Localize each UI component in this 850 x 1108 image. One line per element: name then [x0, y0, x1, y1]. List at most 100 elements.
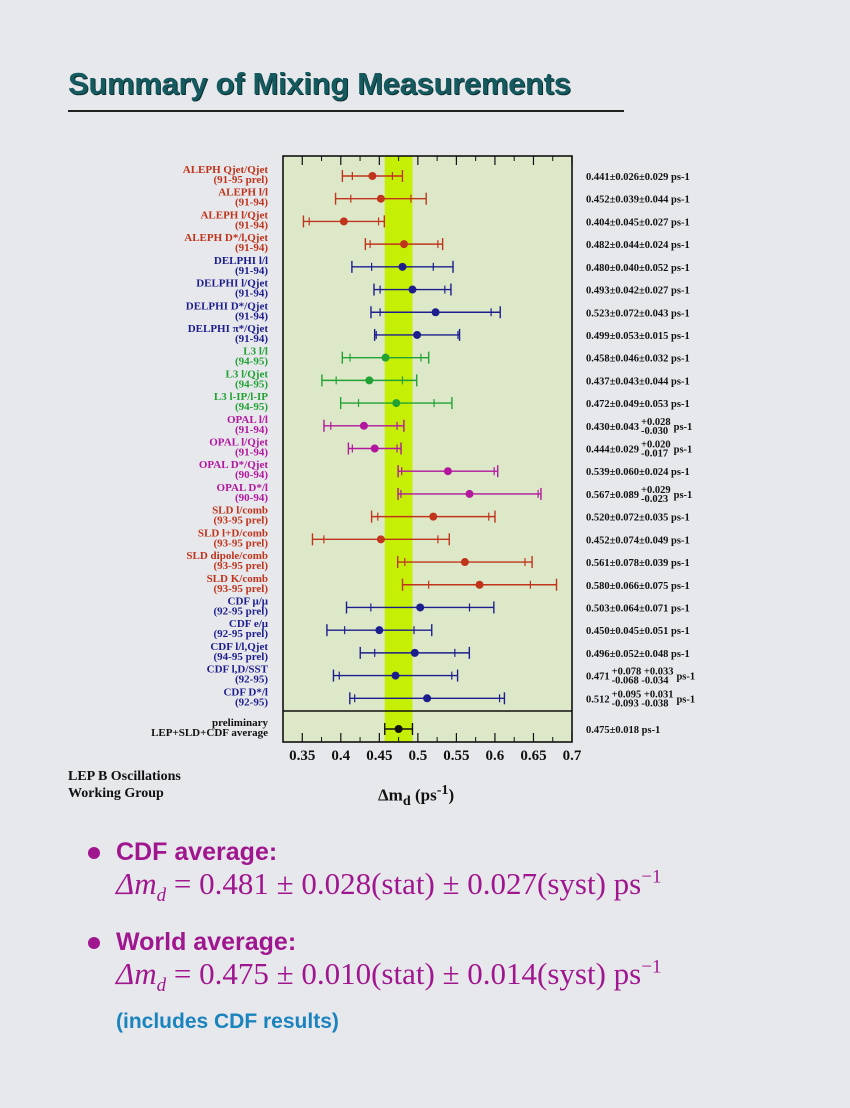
x-tick-label: 0.7 [563, 748, 582, 764]
measurement-period: (91-94) [235, 265, 268, 277]
measurement-label: CDF μ/μ [228, 595, 269, 607]
data-point [339, 217, 348, 226]
measurement-label: DELPHI π*/Qjet [188, 323, 269, 335]
measurement-value: 0.480±0.040±0.052 ps-1 [586, 263, 690, 274]
measurement-value-upper: +0.029 [641, 485, 671, 496]
x-axis-ticks: 0.35 0.4 0.45 0.5 0.55 0.6 0.65 0.7 [289, 156, 582, 764]
measurement-period: (91-94) [235, 197, 268, 209]
measurement-value-upper: +0.028 [641, 417, 671, 428]
measurement-value: 0.503±0.064±0.071 ps-1 [586, 603, 690, 614]
measurement-period: (93-95 prel) [214, 560, 269, 572]
data-point [376, 535, 385, 544]
measurement-period: (90-94) [235, 469, 268, 481]
x-tick-label: 0.5 [408, 748, 427, 764]
measurement-period: (92-95 prel) [214, 605, 269, 617]
data-point [423, 694, 432, 703]
x-tick-label: 0.6 [486, 748, 505, 764]
measurement-value: 0.444±0.029 [586, 445, 639, 456]
measurement-period: (93-95 prel) [214, 515, 269, 527]
measurement-period: (91-94) [235, 242, 268, 254]
measurement-period: (91-94) [235, 424, 268, 436]
measurement-value-unit: ps-1 [676, 672, 695, 683]
formula-rhs: = 0.475 ± 0.010(stat) ± 0.014(syst) ps [166, 956, 642, 991]
x-tick-label: 0.45 [366, 748, 392, 764]
measurement-value: 0.452±0.039±0.044 ps-1 [586, 195, 690, 206]
measurement-value-lower: -0.017 [641, 449, 668, 460]
data-point [431, 308, 440, 317]
formula-lhs: Δm [116, 866, 157, 901]
measurement-period: (91-94) [235, 447, 268, 459]
x-tick-label: 0.4 [331, 748, 350, 764]
plot-frame [282, 155, 573, 743]
measurement-value: 0.472±0.049±0.053 ps-1 [586, 399, 690, 410]
plot-background [283, 156, 572, 742]
measurement-label: DELPHI l/Qjet [196, 278, 268, 290]
data-point [392, 399, 401, 408]
measurement-marks [302, 170, 558, 735]
data-point [365, 376, 374, 385]
measurement-label: SLD l+D/comb [198, 527, 268, 539]
plot-border [282, 155, 573, 743]
measurement-period: (93-95 prel) [214, 537, 269, 549]
measurement-label: CDF e/μ [229, 618, 269, 630]
measurement-value: 0.471 [586, 672, 610, 683]
measurement-value: 0.475±0.018 ps-1 [586, 725, 660, 736]
formula-rhs: = 0.481 ± 0.028(stat) ± 0.027(syst) ps [166, 866, 642, 901]
group-credit-line-1: LEP B Oscillations [68, 769, 181, 784]
measurement-value-unit: ps-1 [674, 422, 693, 433]
measurement-label: DELPHI l/l [214, 255, 268, 267]
measurement-value-upper: +0.020 [641, 440, 671, 451]
measurement-value-upper: +0.078 +0.033 [612, 667, 674, 678]
measurement-period: (91-94) [235, 288, 268, 300]
data-point [443, 467, 452, 476]
cdf-average-heading: CDF average: [116, 838, 278, 866]
measurement-value: 0.496±0.052±0.048 ps-1 [586, 649, 690, 660]
measurement-value: 0.512 [586, 694, 610, 705]
measurement-label: CDF l/l,Qjet [210, 641, 268, 653]
measurement-value: 0.567±0.089 [586, 490, 639, 501]
measurement-label: DELPHI D*/Qjet [186, 300, 269, 312]
measurement-period: (91-94) [235, 219, 268, 231]
bullet-dot [88, 937, 100, 949]
measurement-label: L3 l-IP/l-IP [214, 391, 268, 403]
x-tick-label: 0.65 [520, 748, 546, 764]
x-axis-symbol: Δm [378, 785, 403, 805]
measurement-period: (92-95) [235, 696, 268, 708]
x-tick-label: 0.55 [443, 748, 469, 764]
bullet-dot [88, 847, 100, 859]
data-point [429, 512, 438, 521]
measurement-label: ALEPH Qjet/Qjet [183, 164, 269, 176]
measurement-period: (94-95 prel) [214, 651, 269, 663]
measurement-value: 0.482±0.044±0.024 ps-1 [586, 240, 690, 251]
measurement-label: OPAL l/Qjet [209, 437, 268, 449]
page-title: Summary of Mixing Measurements [68, 66, 571, 101]
world-average-heading: World average: [116, 928, 297, 956]
measurement-period: (90-94) [235, 492, 268, 504]
x-axis-label: Δmd (ps-1) [378, 782, 454, 810]
group-credit: LEP B Oscillations Working Group [68, 768, 181, 802]
measurement-value: 0.499±0.053±0.015 ps-1 [586, 331, 690, 342]
measurement-value: 0.458±0.046±0.032 ps-1 [586, 354, 690, 365]
data-point [375, 626, 384, 635]
measurement-period: (94-95) [235, 378, 268, 390]
measurement-label: SLD K/comb [207, 573, 268, 585]
data-point [410, 648, 419, 657]
includes-cdf-note: (includes CDF results) [116, 1010, 339, 1033]
measurement-label: OPAL D*/Qjet [199, 459, 268, 471]
measurement-label: OPAL l/l [227, 414, 268, 426]
measurement-labels: ALEPH Qjet/Qjet(91-95 prel)ALEPH l/l(91-… [151, 164, 269, 739]
measurement-label: OPAL D*/l [217, 482, 268, 494]
cdf-average-formula: Δmd = 0.481 ± 0.028(stat) ± 0.027(syst) … [116, 866, 661, 907]
world-average-formula: Δmd = 0.475 ± 0.010(stat) ± 0.014(syst) … [116, 956, 661, 997]
data-point [376, 194, 385, 203]
measurement-label: L3 l/l [243, 346, 268, 358]
data-point [408, 285, 417, 294]
formula-sub: d [156, 885, 167, 907]
measurement-period: LEP+SLD+CDF average [151, 727, 268, 739]
formula-exp: −1 [641, 866, 662, 888]
measurement-value: 0.561±0.078±0.039 ps-1 [586, 558, 690, 569]
x-axis-unit: (ps [410, 785, 437, 805]
group-credit-line-2: Working Group [68, 786, 164, 801]
x-tick-label: 0.35 [289, 748, 315, 764]
data-point [475, 580, 484, 589]
